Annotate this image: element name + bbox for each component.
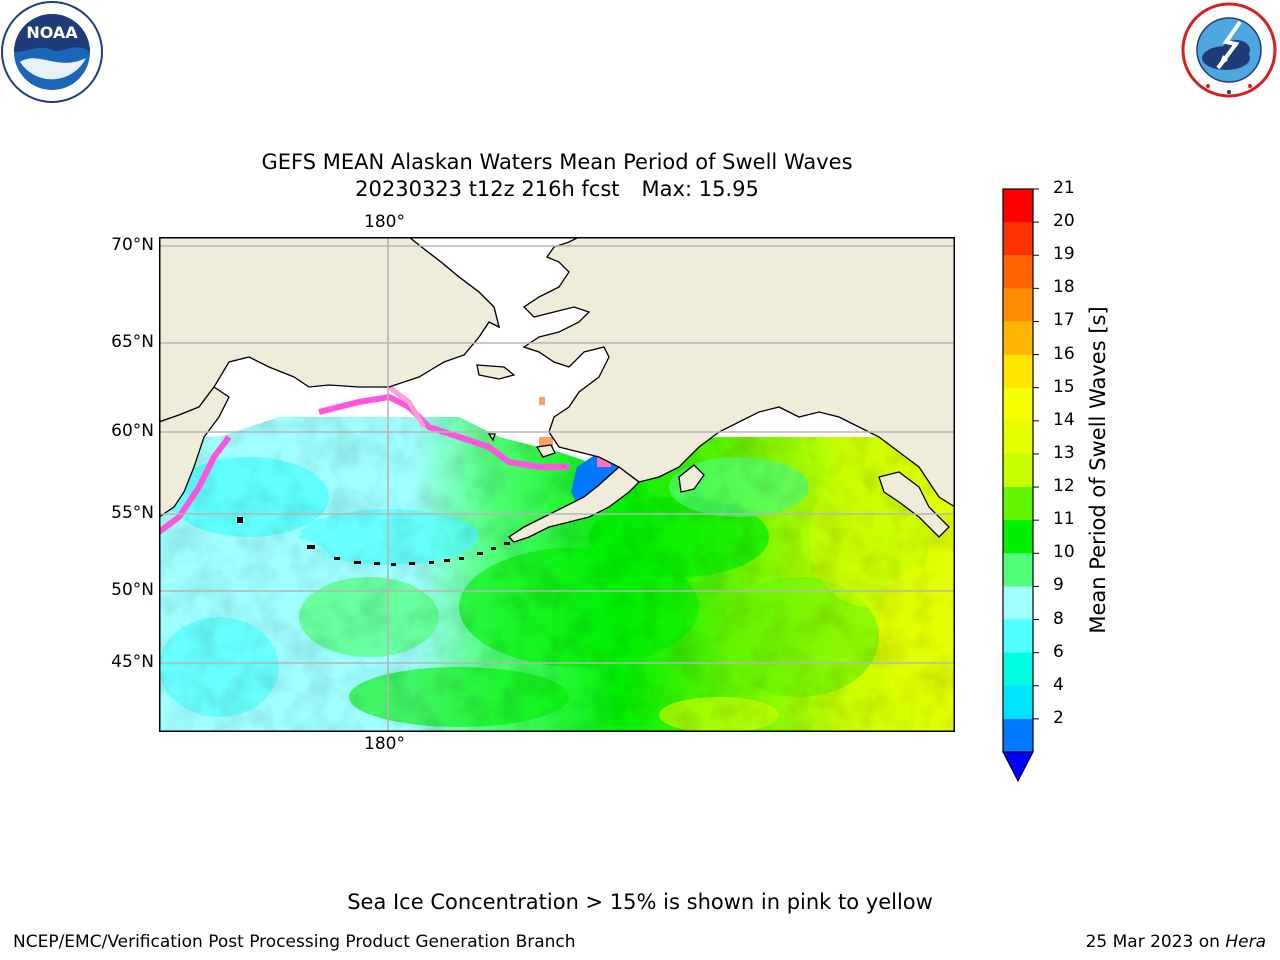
colorbar-tick-label: 8 [1053, 608, 1064, 629]
chart-title: GEFS MEAN Alaskan Waters Mean Period of … [261, 150, 853, 174]
colorbar-band [1003, 586, 1033, 621]
colorbar-tick-label: 12 [1053, 476, 1075, 497]
lon-label-top: 180° [364, 212, 405, 232]
colorbar-border [1002, 188, 1034, 753]
colorbar-band [1003, 354, 1033, 389]
footer-date: 25 Mar 2023 on Hera [1086, 932, 1266, 952]
colorbar-band [1003, 387, 1033, 422]
max-value-label: Max: 15.95 [641, 177, 759, 201]
colorbar-band [1003, 321, 1033, 356]
colorbar [1002, 188, 1039, 783]
colorbar-band [1003, 255, 1033, 289]
lat-label-60n: 60°N [111, 421, 154, 441]
land [159, 237, 955, 543]
lat-label-65n: 65°N [111, 332, 154, 352]
map-border [159, 237, 955, 732]
lat-label-70n: 70°N [111, 235, 154, 255]
low-period-region [571, 452, 629, 507]
lat-label-55n: 55°N [111, 503, 154, 523]
colorbar-tick-label: 6 [1053, 641, 1064, 662]
colorbar-band [1003, 222, 1033, 256]
chart-subtitle: 20230323 t12z 216h fcst Max: 15.95 [157, 177, 957, 201]
lon-label-bottom: 180° [364, 734, 405, 754]
colorbar-band [1003, 553, 1033, 587]
lat-label-45n: 45°N [111, 652, 154, 672]
colorbar-tick-label: 11 [1053, 509, 1075, 530]
sea-ice-note: Sea Ice Concentration > 15% is shown in … [347, 890, 933, 914]
colorbar-band [1003, 520, 1033, 554]
colorbar-band [1003, 189, 1033, 223]
footer-credit: NCEP/EMC/Verification Post Processing Pr… [13, 932, 576, 952]
colorbar-under-arrow [1002, 751, 1034, 783]
colorbar-tick-label: 9 [1053, 575, 1064, 596]
colorbar-tick-label: 20 [1053, 211, 1075, 232]
colorbar-tick-label: 15 [1053, 376, 1075, 397]
colorbar-band [1003, 685, 1033, 720]
colorbar-tick-label: 17 [1053, 310, 1075, 331]
colorbar-ticks [1033, 188, 1039, 720]
colorbar-tick-label: 16 [1053, 343, 1075, 364]
colorbar-band [1003, 718, 1033, 753]
colorbar-tick-label: 18 [1053, 277, 1075, 298]
map-gridlines [159, 237, 955, 732]
colorbar-band [1003, 619, 1033, 654]
footer-date-text: 25 Mar 2023 on [1085, 932, 1226, 952]
forecast-run-label: 20230323 t12z 216h fcst [355, 177, 620, 201]
nws-logo [1181, 2, 1277, 98]
colorbar-band [1003, 487, 1033, 521]
colorbar-tick-label: 19 [1053, 244, 1075, 265]
colorbar-tick-label: 2 [1053, 707, 1064, 728]
lat-label-50n: 50°N [111, 580, 154, 600]
colorbar-tick-label: 21 [1053, 178, 1075, 198]
noaa-logo: NOAA [1, 1, 103, 103]
colorbar-tick-label: 13 [1053, 442, 1075, 463]
footer-host: Hera [1225, 932, 1266, 952]
colorbar-title: Mean Period of Swell Waves [s] [1086, 306, 1110, 634]
colorbar-tick-label: 4 [1053, 674, 1064, 695]
colorbar-band [1003, 652, 1033, 687]
colorbar-band [1003, 288, 1033, 322]
colorbar-tick-label: 14 [1053, 409, 1075, 430]
aleutian-islands [237, 517, 510, 566]
swell-period-map [159, 237, 955, 732]
colorbar-band [1003, 420, 1033, 455]
colorbar-bands [1003, 189, 1033, 753]
noaa-logo-text: NOAA [26, 23, 78, 42]
colorbar-tick-label: 10 [1053, 542, 1075, 563]
colorbar-band [1003, 453, 1033, 488]
